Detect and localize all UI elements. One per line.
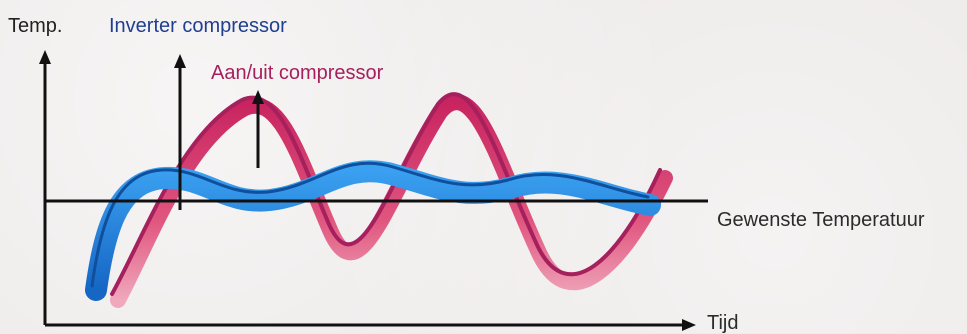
inverter-wave-edge	[90, 161, 650, 288]
on-off-wave	[110, 94, 673, 308]
on-off-compressor-label: Aan/uit compressor	[211, 62, 384, 84]
setpoint-label: Gewenste Temperatuur	[717, 209, 925, 231]
inverter-pointer-arrowhead	[174, 54, 186, 68]
inverter-wave	[85, 160, 661, 301]
x-axis-label: Tijd	[707, 312, 739, 334]
on-off-wave-edge	[110, 92, 662, 296]
on-off-pointer-arrowhead	[252, 90, 264, 104]
y-axis-arrowhead	[39, 50, 51, 64]
y-axis-label: Temp.	[8, 15, 63, 37]
x-axis-arrowhead	[682, 319, 696, 331]
inverter-compressor-label: Inverter compressor	[109, 15, 287, 37]
